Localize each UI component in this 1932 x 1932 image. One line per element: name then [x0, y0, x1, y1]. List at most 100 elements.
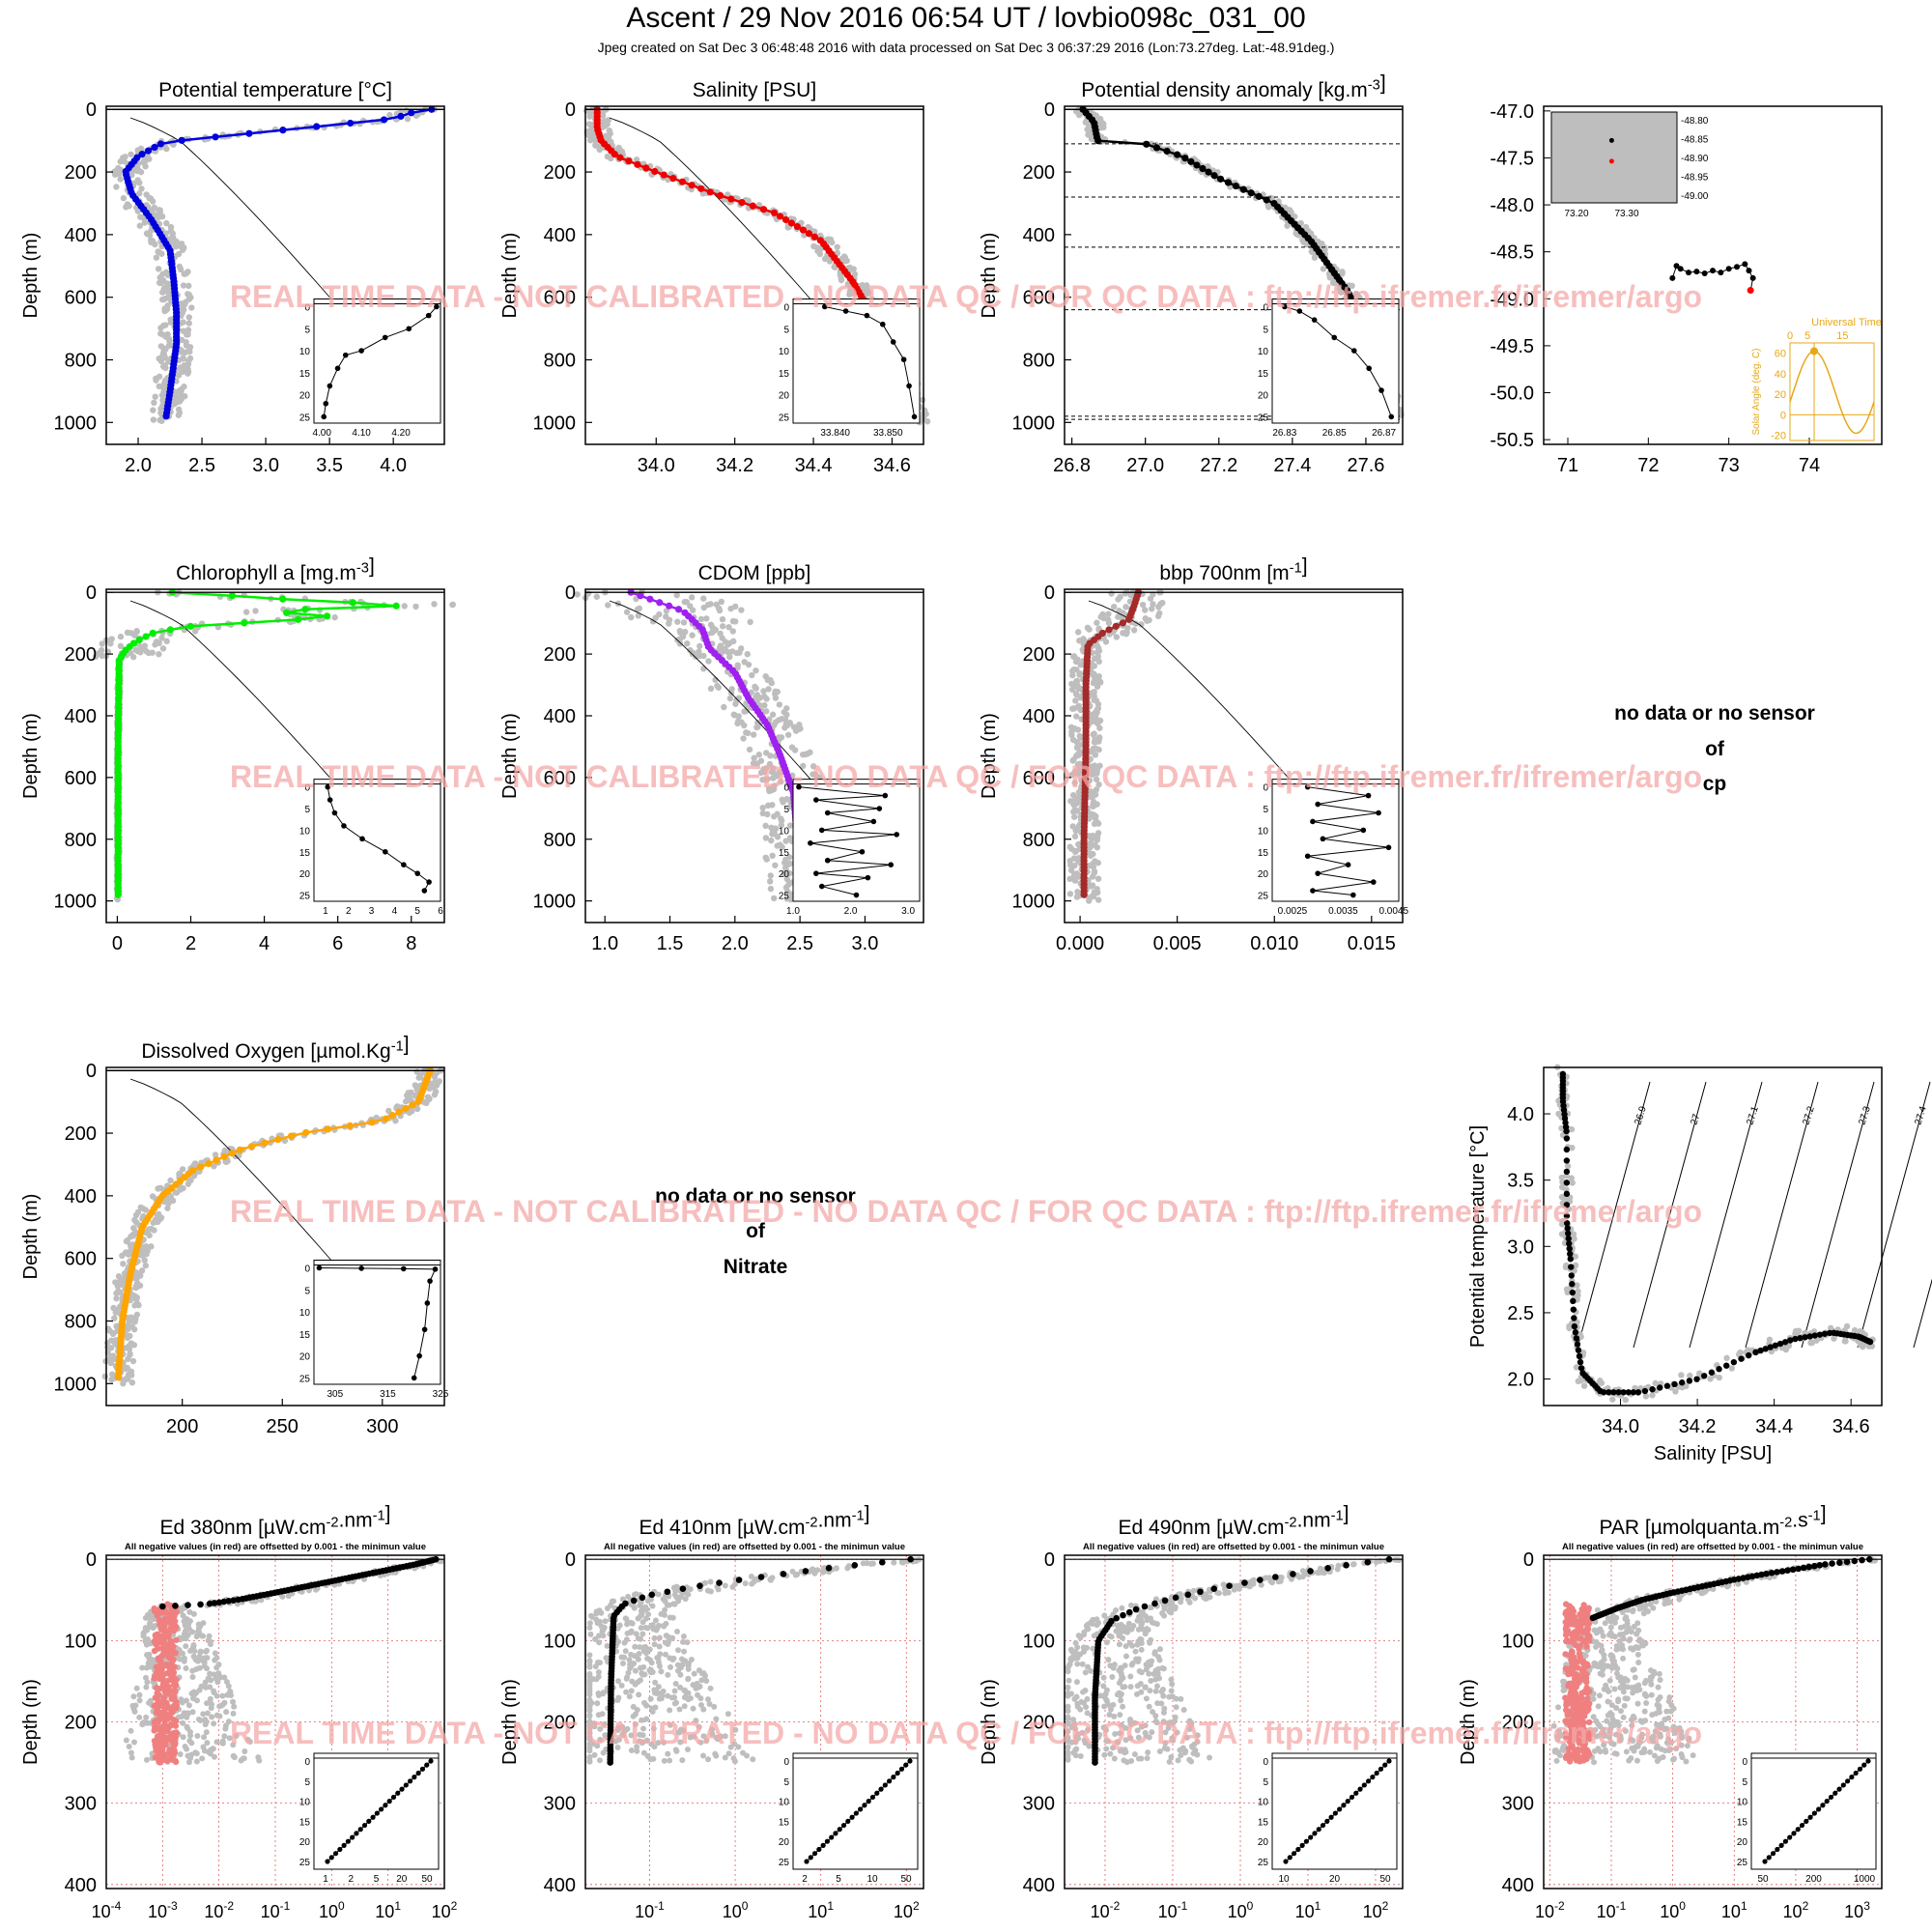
sal-history-point: [606, 127, 613, 134]
temp-history-point: [185, 314, 192, 321]
oxy-profile-point: [388, 1112, 396, 1120]
bbp-history-point: [1142, 607, 1149, 613]
oxy-title-part: Dissolved Oxygen [µmol.Kg: [141, 1040, 390, 1063]
dens-profile-point: [1239, 185, 1247, 193]
ed380-history-point: [225, 1683, 232, 1690]
chla-profile-point: [295, 615, 302, 623]
bbp-history-point: [1068, 731, 1075, 739]
temp-history-point: [156, 383, 162, 390]
ed380-history-point: [190, 1653, 197, 1660]
bbp-inset-ytick: 5: [1263, 805, 1268, 815]
chla-history-point: [159, 645, 167, 652]
chla-history-point: [412, 603, 419, 611]
bbp-xtick-label: 0.010: [1250, 933, 1298, 954]
cdom-xtick-label: 3.0: [852, 933, 879, 954]
temp-inset-point: [323, 400, 329, 407]
sal-profile-point: [727, 195, 735, 203]
temp-history-point: [150, 206, 156, 213]
dens-profile-point: [1199, 164, 1207, 173]
sal-profile-point: [634, 160, 641, 168]
ts-profile-point: [1730, 1358, 1738, 1366]
cdom-inset-point: [870, 818, 877, 825]
temp-history-point: [158, 289, 166, 296]
ed380-history-point: [208, 1747, 214, 1753]
dens-ytick-label: 0: [1044, 99, 1055, 121]
oxy-inset-point: [411, 1375, 417, 1381]
ed380-history-point: [179, 1699, 185, 1706]
sal-inset-xtick: 33.840: [820, 428, 850, 439]
temp-ytick-label: 800: [65, 351, 97, 372]
bbp-history-point: [1070, 813, 1078, 820]
sal-history-point: [814, 244, 821, 251]
ed380-history-point: [128, 1749, 134, 1756]
dens-profile-point: [1232, 182, 1240, 190]
cdom-history-point: [744, 650, 751, 658]
bbp-history-point: [1094, 889, 1101, 896]
ed380-history-point: [212, 1650, 218, 1657]
oxy-profile-point: [197, 1163, 205, 1171]
bbp-history-point: [1092, 736, 1098, 743]
bbp-history-point: [1070, 871, 1078, 878]
ed380-history-point: [189, 1709, 196, 1716]
cdom-history-point: [710, 628, 717, 636]
bbp-history-point: [1071, 833, 1079, 840]
sal-inset-ytick: 20: [779, 391, 790, 402]
sal-profile-point: [616, 154, 624, 161]
ed380-history-point: [231, 1754, 238, 1761]
chla-inset-xtick: 4: [392, 906, 398, 917]
cdom-history-point: [762, 672, 769, 680]
oxy-history-point: [412, 1082, 419, 1089]
temp-history-point: [141, 219, 149, 226]
ed380-history-point: [189, 1629, 196, 1635]
chla-profile-point: [241, 619, 248, 627]
dens-history-point: [1319, 241, 1325, 247]
ed380-history-point: [188, 1740, 195, 1747]
oxy-title-part: ]: [404, 1034, 410, 1056]
ts-xtick-label: 34.0: [1602, 1416, 1639, 1437]
bbp-history-point: [1073, 713, 1080, 720]
ed380-history-point: [222, 1725, 229, 1732]
bbp-history-point: [1094, 896, 1102, 903]
cdom-history-point: [769, 852, 776, 860]
ed380-history-point: [131, 1739, 138, 1746]
oxy-xtick-label: 250: [267, 1416, 298, 1437]
chla-title: Chlorophyll a [mg.m-3]: [176, 555, 375, 584]
ed380-history-point: [197, 1649, 204, 1656]
temp-history-point: [150, 416, 157, 423]
ts-history-point: [1723, 1354, 1730, 1362]
oxy-history-point: [179, 1166, 186, 1173]
map-zoom-xtick: 73.20: [1564, 209, 1588, 219]
temp-inset-point: [382, 334, 388, 341]
bbp-history-point: [1073, 680, 1080, 687]
chla-inset-xtick: 1: [323, 906, 328, 917]
ts-xtick-label: 34.4: [1755, 1416, 1793, 1437]
ts-profile-point: [1866, 1338, 1874, 1346]
cdom-history-point: [747, 618, 753, 626]
oxy-inset-xtick: 315: [380, 1389, 396, 1400]
chla-inset-xtick: 5: [414, 906, 420, 917]
cdom-inset-point: [888, 862, 895, 867]
ed380-history-point: [143, 1756, 150, 1763]
dens-inset-point: [1350, 348, 1357, 354]
bbp-title-sup: -1: [1290, 561, 1302, 577]
ed380-history-point: [201, 1660, 208, 1666]
map-solar-xtick: 0: [1787, 330, 1793, 342]
oxy-history-point: [111, 1315, 118, 1321]
temp-history-point: [144, 230, 151, 238]
bbp-history-point: [1072, 658, 1080, 666]
ed380-history-point: [193, 1758, 200, 1765]
sal-inset-point: [911, 413, 918, 420]
cdom-inset-ytick: 25: [779, 892, 790, 902]
dens-history-point: [1320, 266, 1327, 272]
dens-inset-point: [1388, 413, 1395, 420]
temp-history-point: [120, 194, 128, 202]
cdom-history-point: [715, 684, 723, 691]
ed380-history-point: [196, 1687, 203, 1693]
chla-history-point: [99, 640, 105, 647]
temp-history-point: [157, 330, 164, 337]
ed380-history-point: [204, 1700, 211, 1707]
cdom-history-point: [733, 649, 740, 657]
cdom-history-point: [684, 639, 691, 647]
